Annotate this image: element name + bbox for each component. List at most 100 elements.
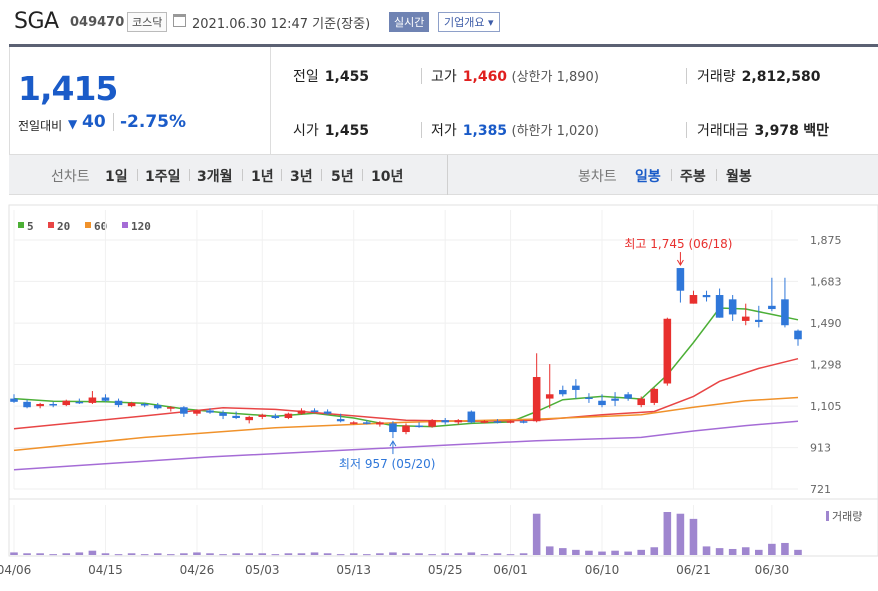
- company-overview-button[interactable]: 기업개요 ▾: [438, 12, 500, 32]
- volume-bar: [349, 553, 358, 555]
- volume-bar: [650, 547, 659, 555]
- candle-body: [728, 299, 737, 315]
- candle: [127, 401, 136, 408]
- candle-body: [180, 407, 188, 414]
- period-10y[interactable]: 10년: [371, 169, 404, 185]
- low-label: 저가: [431, 123, 457, 139]
- y-tick-label: 1,490: [810, 317, 842, 330]
- candle-body: [598, 400, 606, 406]
- arrow-down-icon: [676, 259, 684, 267]
- candle-body: [480, 421, 489, 423]
- candle: [101, 394, 110, 402]
- volume-bar: [219, 554, 227, 556]
- period-3y[interactable]: 3년: [290, 169, 313, 185]
- candle: [232, 411, 240, 420]
- x-tick-label: 05/25: [428, 563, 463, 577]
- period-1d[interactable]: 1일: [105, 169, 128, 185]
- candle-body: [741, 316, 750, 321]
- ma-legend-label-120: 120: [131, 220, 151, 233]
- period-5y[interactable]: 5년: [331, 169, 354, 185]
- volume-bar: [245, 553, 253, 555]
- volume-bar: [389, 552, 397, 555]
- volume-bar: [663, 512, 672, 555]
- volume-bar: [755, 549, 763, 555]
- low-value: 1,385: [462, 123, 508, 139]
- amount-unit: 백만: [803, 123, 830, 139]
- volume-bar: [127, 553, 136, 555]
- candle-body: [127, 402, 136, 407]
- volume-bar: [167, 554, 175, 556]
- candle-body: [140, 403, 149, 406]
- candle-body: [519, 421, 528, 423]
- candle-body: [650, 388, 659, 403]
- candle: [768, 277, 776, 312]
- candle-body: [49, 403, 57, 406]
- candle: [794, 329, 802, 346]
- volume-bar: [702, 546, 711, 555]
- diff-value: 40: [82, 112, 106, 132]
- divider: [281, 169, 282, 181]
- volume-bar: [519, 553, 528, 555]
- amount-cell: 거래대금 3,978 백만: [697, 120, 829, 140]
- candle-body: [611, 398, 619, 401]
- candle-body: [245, 416, 253, 421]
- candle-chart-label: 봉차트: [578, 169, 617, 185]
- y-tick-label: 913: [810, 442, 831, 455]
- price-panel-frame: [8, 204, 878, 500]
- candle: [506, 420, 515, 424]
- realtime-button[interactable]: 실시간: [389, 12, 430, 32]
- volume-bar: [310, 552, 319, 555]
- candle-weekly[interactable]: 주봉: [680, 169, 706, 185]
- candle: [49, 401, 57, 408]
- period-1y[interactable]: 1년: [251, 169, 274, 185]
- volume-bar: [153, 553, 162, 555]
- candle-body: [545, 394, 554, 399]
- volume-bar: [75, 552, 84, 555]
- candle-body: [415, 425, 423, 428]
- volume-bar: [441, 553, 449, 555]
- period-3m[interactable]: 3개월: [197, 169, 233, 185]
- candle-body: [336, 419, 345, 422]
- price-box: 1,415 전일대비 ▼ 40 -2.75%: [9, 47, 271, 155]
- volume-bar: [572, 549, 580, 555]
- volume-bar: [493, 553, 502, 555]
- volume-bar: [376, 553, 384, 555]
- divider: [113, 113, 114, 131]
- volume-bar: [232, 553, 240, 555]
- candle-daily[interactable]: 일봉: [635, 169, 661, 185]
- candle: [441, 418, 449, 425]
- candle-monthly[interactable]: 월봉: [726, 169, 752, 185]
- volume-bar: [10, 552, 18, 555]
- candle: [755, 305, 763, 328]
- candle-body: [768, 305, 776, 310]
- y-tick-label: 1,105: [810, 400, 842, 413]
- candle: [637, 396, 645, 408]
- volume-bar: [467, 552, 476, 555]
- y-tick-label: 1,683: [810, 275, 842, 288]
- candle: [728, 295, 737, 321]
- divider: [242, 169, 243, 181]
- divider: [321, 169, 322, 181]
- candle: [572, 379, 580, 399]
- volume-bar: [559, 548, 567, 555]
- annotation-high: 최고 1,745 (06/18): [624, 237, 732, 251]
- candle-body: [232, 415, 240, 419]
- candle-body: [62, 400, 71, 406]
- candle: [376, 421, 384, 427]
- candle-body: [663, 318, 672, 384]
- open-value: 1,455: [324, 123, 370, 139]
- candle-body: [794, 330, 802, 340]
- candle-body: [219, 412, 227, 416]
- candle-body: [167, 407, 175, 409]
- candle-body: [532, 377, 541, 422]
- prev-close-label: 전일: [293, 69, 319, 85]
- candle: [402, 423, 410, 435]
- amount-label: 거래대금: [697, 123, 749, 139]
- volume-legend-label: 거래량: [832, 510, 862, 523]
- period-1w[interactable]: 1주일: [145, 169, 181, 185]
- candle: [323, 409, 332, 415]
- divider: [686, 122, 687, 138]
- candle: [493, 419, 502, 424]
- volume-bar: [62, 553, 71, 555]
